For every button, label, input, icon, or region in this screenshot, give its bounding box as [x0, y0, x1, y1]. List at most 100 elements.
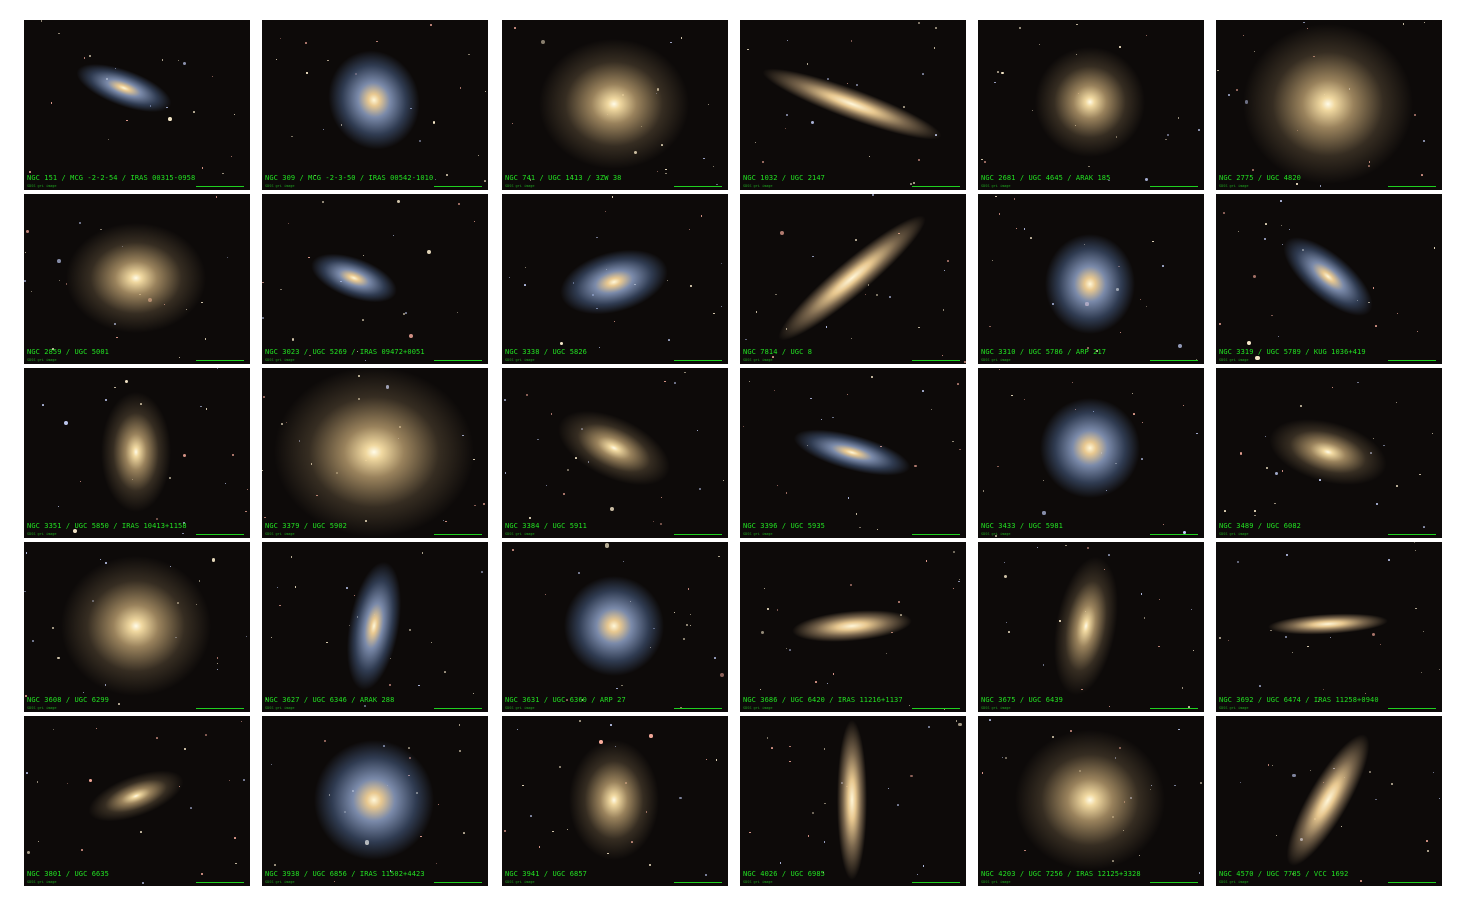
star [786, 39, 788, 42]
star [362, 254, 364, 257]
star [234, 837, 236, 840]
star [1197, 128, 1200, 131]
star [1267, 764, 1270, 766]
star [57, 505, 60, 508]
galaxy [61, 556, 211, 696]
star [1042, 479, 1045, 482]
star [1064, 544, 1067, 547]
star [324, 740, 326, 742]
star [832, 416, 834, 419]
star [887, 787, 890, 790]
galaxy [1032, 390, 1148, 506]
star [1434, 247, 1436, 249]
star [421, 552, 424, 555]
image-note: SDSS gri image [27, 184, 57, 188]
star [683, 371, 686, 374]
star [1108, 554, 1110, 556]
star [1271, 764, 1273, 766]
star [578, 572, 581, 575]
star [1087, 547, 1090, 549]
star [1422, 139, 1425, 142]
star [516, 728, 518, 730]
star [463, 832, 465, 834]
star [1239, 452, 1243, 456]
image-note: SDSS gri image [505, 880, 535, 884]
star [683, 638, 685, 640]
star [444, 671, 446, 673]
star [375, 40, 378, 43]
star [934, 27, 937, 30]
star [649, 864, 651, 866]
star [1001, 757, 1003, 759]
star [184, 747, 187, 750]
star [1196, 432, 1198, 434]
star [713, 312, 715, 315]
star [1005, 621, 1008, 624]
star [660, 523, 663, 526]
scale-bar [1388, 534, 1436, 535]
star [707, 104, 710, 106]
galaxy-label: NGC 3023 / UGC 5269 / IRAS 09472+0051 [265, 348, 425, 356]
star [722, 479, 725, 482]
star [1011, 394, 1014, 397]
image-note: SDSS gri image [1219, 532, 1249, 536]
star [923, 865, 925, 867]
image-note: SDSS gri image [265, 358, 295, 362]
star [551, 830, 554, 833]
star [1192, 649, 1195, 652]
star [832, 672, 835, 675]
star [346, 587, 348, 590]
star [678, 796, 682, 800]
star [994, 82, 996, 84]
star [205, 408, 208, 410]
image-note: SDSS gri image [981, 880, 1011, 884]
galaxy-label: NGC 3631 / UGC 6360 / ARP 27 [505, 696, 626, 704]
star [216, 669, 218, 671]
star [716, 759, 718, 761]
star [545, 594, 547, 596]
star [1177, 117, 1180, 120]
galaxy-label: NGC 3941 / UGC 6857 [505, 870, 587, 878]
galaxy-tile: NGC 3338 / UGC 5826 SDSS gri image [502, 194, 728, 364]
star [872, 194, 874, 196]
star [812, 255, 814, 258]
star [767, 608, 769, 610]
galaxy [70, 53, 178, 123]
star [1252, 274, 1256, 278]
star [222, 172, 225, 175]
star [823, 841, 826, 843]
star [914, 464, 917, 468]
star [1323, 689, 1325, 691]
star [168, 477, 171, 480]
star [720, 263, 722, 265]
star [943, 270, 945, 272]
image-note: SDSS gri image [505, 706, 535, 710]
star [616, 687, 618, 690]
galaxy [1267, 610, 1389, 638]
star [749, 831, 751, 833]
star [353, 595, 355, 597]
image-note: SDSS gri image [27, 532, 57, 536]
star [1271, 314, 1273, 316]
star [1372, 632, 1376, 636]
star [232, 454, 234, 456]
star [674, 381, 677, 384]
star [58, 33, 60, 35]
galaxy-label: NGC 3319 / UGC 5789 / KUG 1036+419 [1219, 348, 1366, 356]
star [864, 293, 867, 295]
galaxy [757, 57, 947, 151]
galaxy [314, 37, 434, 163]
galaxy-label: NGC 3433 / UGC 5981 [981, 522, 1063, 530]
galaxy [564, 576, 664, 676]
star [363, 705, 366, 708]
galaxy-label: NGC 3608 / UGC 6299 [27, 696, 109, 704]
star [545, 485, 547, 487]
star [117, 703, 120, 705]
star [1425, 840, 1428, 843]
star [204, 338, 207, 340]
star [264, 516, 266, 519]
star [604, 210, 606, 212]
star [1365, 692, 1367, 694]
image-note: SDSS gri image [27, 706, 57, 710]
